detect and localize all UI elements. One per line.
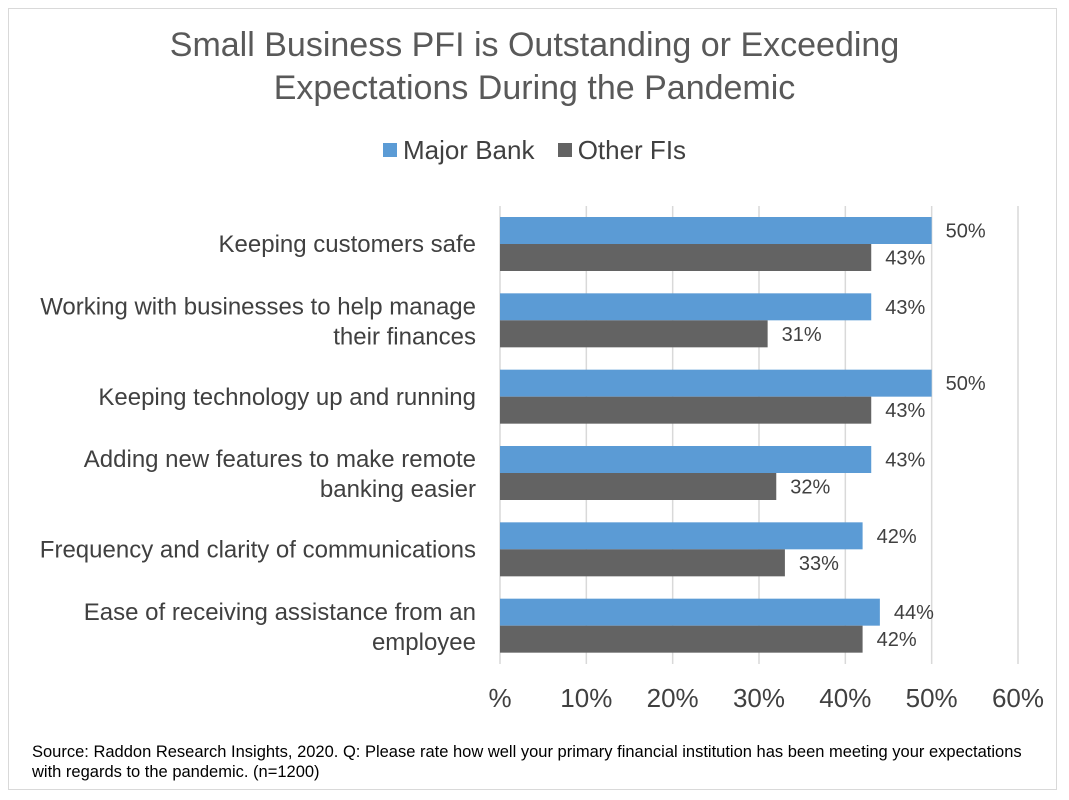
data-label-major-bank-1: 43%	[885, 297, 925, 319]
category-label-1: Working with businesses to help manage th…	[40, 294, 476, 351]
legend-label-major-bank: Major Bank	[402, 134, 535, 165]
chart-frame	[8, 8, 1057, 790]
bar-other-fis-0	[500, 244, 872, 271]
legend-swatch-other-fis	[557, 143, 572, 157]
x-tick-label-1: 10%	[560, 683, 612, 713]
legend: Major Bank Other FIs	[0, 133, 1069, 166]
bar-major-bank-5	[500, 598, 880, 626]
category-label-0: Keeping customers safe	[219, 231, 476, 258]
bar-other-fis-5	[500, 625, 863, 653]
chart-title: Small Business PFI is Outstanding or Exc…	[169, 26, 900, 107]
bar-other-fis-1	[500, 320, 768, 348]
legend-label-other-fis: Other FIs	[577, 134, 687, 165]
category-label-5: Ease of receiving assistance from an empl…	[84, 599, 476, 656]
bar-other-fis-2	[500, 396, 872, 424]
x-tick-label-2: 20%	[647, 683, 699, 713]
data-label-other-fis-5: 42%	[877, 629, 917, 651]
category-label-4: Frequency and clarity of communications	[40, 537, 476, 564]
category-label-2: Keeping technology up and running	[98, 384, 476, 411]
data-label-other-fis-4: 33%	[799, 553, 839, 575]
bar-other-fis-3	[500, 473, 777, 500]
data-label-other-fis-0: 43%	[885, 248, 925, 270]
x-tick-label-3: 30%	[733, 683, 785, 713]
bar-major-bank-4	[500, 522, 863, 550]
data-label-other-fis-2: 43%	[885, 400, 925, 422]
legend-item-major-bank: Major Bank	[382, 134, 535, 166]
category-label-3: Adding new features to make remote bankin…	[84, 446, 476, 503]
data-label-major-bank-5: 44%	[894, 602, 934, 624]
data-label-other-fis-3: 32%	[790, 477, 830, 499]
data-label-major-bank-4: 42%	[877, 526, 917, 548]
x-tick-label-6: 60%	[992, 683, 1044, 713]
legend-item-other-fis: Other FIs	[557, 134, 687, 166]
x-tick-label-4: 40%	[819, 683, 871, 713]
data-label-other-fis-1: 31%	[782, 324, 822, 346]
legend-swatch-major-bank	[382, 143, 397, 157]
x-tick-label-0: %	[488, 683, 511, 713]
data-label-major-bank-0: 50%	[946, 221, 986, 243]
bar-major-bank-0	[500, 217, 932, 244]
bar-major-bank-2	[500, 369, 932, 397]
bar-other-fis-4	[500, 549, 785, 577]
x-tick-label-5: 50%	[906, 683, 958, 713]
bar-major-bank-3	[500, 446, 872, 473]
data-label-major-bank-3: 43%	[885, 450, 925, 472]
source-note: Source: Raddon Research Insights, 2020. …	[32, 743, 1022, 781]
data-label-major-bank-2: 50%	[946, 373, 986, 395]
bar-major-bank-1	[500, 293, 872, 321]
